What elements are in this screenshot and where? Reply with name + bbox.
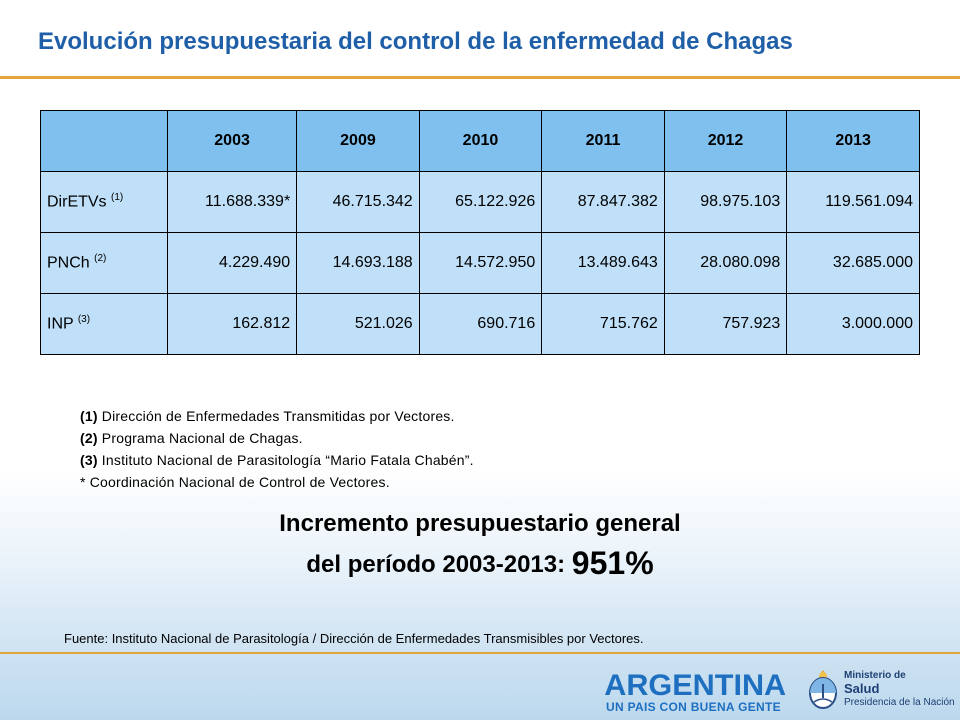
header-year: 2009 bbox=[296, 110, 420, 172]
row-note-ref: (2) bbox=[94, 253, 107, 265]
ministry-line-2: Salud bbox=[844, 681, 880, 696]
header-year: 2011 bbox=[541, 110, 665, 172]
table-cell: 162.812 bbox=[166, 293, 298, 355]
table-cell: 13.489.643 bbox=[541, 232, 665, 294]
summary-percentage: 951% bbox=[571, 545, 654, 581]
footnote-marker: (2) bbox=[80, 430, 98, 446]
ministry-line-1: Ministerio de bbox=[844, 670, 906, 681]
footnote-text: * Coordinación Nacional de Control de Ve… bbox=[80, 474, 390, 490]
row-note-ref: (3) bbox=[77, 314, 91, 326]
table-cell: 14.572.950 bbox=[418, 232, 543, 294]
row-note-ref: (1) bbox=[111, 192, 124, 204]
summary-prefix: del período 2003-2013: bbox=[306, 551, 572, 578]
footnote: (2) Programa Nacional de Chagas. bbox=[80, 427, 474, 449]
footnote: (3) Instituto Nacional de Parasitología … bbox=[80, 449, 474, 471]
row-label: INP (3) bbox=[40, 293, 168, 355]
footnote-text: Dirección de Enfermedades Transmitidas p… bbox=[97, 408, 455, 424]
header-year: 2012 bbox=[663, 110, 788, 172]
table-cell: 4.229.490 bbox=[166, 232, 298, 294]
table-cell: 521.026 bbox=[296, 293, 420, 355]
table-cell: 14.693.188 bbox=[296, 232, 420, 294]
ministry-logo: Ministerio de Salud Presidencia de la Na… bbox=[844, 670, 955, 710]
table-row: DirETVs (1) 11.688.339* 46.715.342 65.12… bbox=[40, 171, 920, 233]
summary-line-2: del período 2003-2013: 951% bbox=[0, 545, 960, 582]
title-divider bbox=[0, 76, 960, 79]
footnote: * Coordinación Nacional de Control de Ve… bbox=[80, 471, 474, 493]
row-label: PNCh (2) bbox=[40, 232, 168, 294]
summary-line-1: Incremento presupuestario general bbox=[279, 510, 681, 537]
footnote-marker: (1) bbox=[80, 408, 98, 424]
table-cell: 690.716 bbox=[418, 293, 543, 355]
table-cell: 119.561.094 bbox=[786, 171, 920, 233]
footnote-text: Programa Nacional de Chagas. bbox=[97, 430, 303, 446]
table-row: INP (3) 162.812 521.026 690.716 715.762 … bbox=[40, 293, 920, 355]
footnote: (1) Dirección de Enfermedades Transmitid… bbox=[80, 405, 474, 427]
table-cell: 11.688.339* bbox=[166, 171, 298, 233]
ministry-line-3: Presidencia de la Nación bbox=[844, 697, 955, 708]
table-header-row: 2003 2009 2010 2011 2012 2013 bbox=[40, 110, 920, 172]
table-row: PNCh (2) 4.229.490 14.693.188 14.572.950… bbox=[40, 232, 920, 294]
header-year: 2013 bbox=[786, 110, 920, 172]
source-note: Fuente: Instituto Nacional de Parasitolo… bbox=[64, 631, 644, 646]
table-cell: 757.923 bbox=[663, 293, 788, 355]
brand-tagline: UN PAIS CON BUENA GENTE bbox=[606, 700, 781, 714]
table-cell: 65.122.926 bbox=[418, 171, 543, 233]
footnote-marker: (3) bbox=[80, 452, 98, 468]
budget-table: 2003 2009 2010 2011 2012 2013 DirETVs (1… bbox=[40, 110, 920, 355]
table-cell: 98.975.103 bbox=[663, 171, 788, 233]
footnote-text: Instituto Nacional de Parasitología “Mar… bbox=[97, 452, 474, 468]
table-cell: 32.685.000 bbox=[786, 232, 920, 294]
row-label: DirETVs (1) bbox=[40, 171, 168, 233]
header-blank-cell bbox=[40, 110, 168, 172]
page-title: Evolución presupuestaria del control de … bbox=[38, 28, 793, 55]
table-cell: 46.715.342 bbox=[296, 171, 420, 233]
table-cell: 28.080.098 bbox=[663, 232, 788, 294]
row-label-text: PNCh bbox=[47, 254, 90, 272]
table-cell: 87.847.382 bbox=[541, 171, 665, 233]
row-label-text: INP bbox=[47, 315, 74, 333]
footer-divider bbox=[0, 652, 960, 654]
table-cell: 715.762 bbox=[541, 293, 665, 355]
header-year: 2003 bbox=[166, 110, 298, 172]
table-cell: 3.000.000 bbox=[786, 293, 920, 355]
header-year: 2010 bbox=[418, 110, 543, 172]
row-label-text: DirETVs bbox=[47, 193, 107, 211]
footnotes: (1) Dirección de Enfermedades Transmitid… bbox=[80, 405, 474, 493]
coat-of-arms-icon bbox=[809, 670, 837, 709]
argentina-logo: ARGENTINA UN PAIS CON BUENA GENTE bbox=[604, 669, 787, 715]
brand-wordmark: ARGENTINA bbox=[604, 669, 787, 702]
